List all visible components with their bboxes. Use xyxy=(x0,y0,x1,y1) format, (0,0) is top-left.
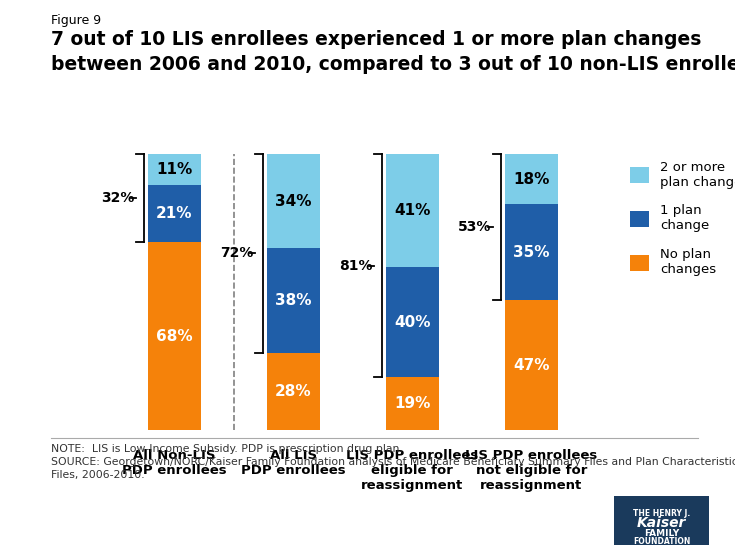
Text: LIS PDP enrollees
not eligible for
reassignment: LIS PDP enrollees not eligible for reass… xyxy=(465,449,598,492)
Bar xyxy=(267,154,320,248)
Text: NOTE:  LIS is Low-Income Subsidy. PDP is prescription drug plan.
SOURCE: Georget: NOTE: LIS is Low-Income Subsidy. PDP is … xyxy=(51,444,735,480)
Text: Figure 9: Figure 9 xyxy=(51,14,101,27)
Text: 11%: 11% xyxy=(156,162,193,177)
Text: 19%: 19% xyxy=(394,396,431,411)
Text: 32%: 32% xyxy=(101,191,135,206)
Text: 21%: 21% xyxy=(156,206,193,221)
Bar xyxy=(504,300,558,430)
Bar xyxy=(504,154,558,204)
Text: LIS PDP enrollees
eligible for
reassignment: LIS PDP enrollees eligible for reassignm… xyxy=(346,449,478,492)
Text: THE HENRY J.: THE HENRY J. xyxy=(633,509,690,518)
Text: 40%: 40% xyxy=(394,315,431,330)
Text: 28%: 28% xyxy=(275,383,312,399)
Bar xyxy=(386,377,439,430)
Bar xyxy=(267,248,320,353)
Bar xyxy=(386,267,439,377)
Bar xyxy=(148,242,201,430)
Text: 35%: 35% xyxy=(513,245,550,260)
Text: 47%: 47% xyxy=(513,358,550,372)
Text: 18%: 18% xyxy=(513,171,550,187)
Text: All Non-LIS
PDP enrollees: All Non-LIS PDP enrollees xyxy=(122,449,226,477)
Text: Kaiser: Kaiser xyxy=(637,516,686,530)
Bar xyxy=(148,185,201,242)
Text: 38%: 38% xyxy=(275,293,312,308)
Text: 41%: 41% xyxy=(394,203,431,218)
Bar xyxy=(148,154,201,185)
Text: FOUNDATION: FOUNDATION xyxy=(633,537,690,546)
Text: 68%: 68% xyxy=(156,328,193,344)
Text: 53%: 53% xyxy=(458,220,492,234)
Text: 81%: 81% xyxy=(339,259,373,273)
Legend: 2 or more
plan changes, 1 plan
change, No plan
changes: 2 or more plan changes, 1 plan change, N… xyxy=(624,155,735,282)
Text: FAMILY: FAMILY xyxy=(644,528,679,538)
Text: 72%: 72% xyxy=(220,246,254,261)
Bar xyxy=(386,154,439,267)
Bar xyxy=(504,204,558,300)
Text: 34%: 34% xyxy=(275,193,312,209)
Text: All LIS
PDP enrollees: All LIS PDP enrollees xyxy=(241,449,345,477)
Text: 7 out of 10 LIS enrollees experienced 1 or more plan changes
between 2006 and 20: 7 out of 10 LIS enrollees experienced 1 … xyxy=(51,30,735,73)
Bar xyxy=(267,353,320,430)
